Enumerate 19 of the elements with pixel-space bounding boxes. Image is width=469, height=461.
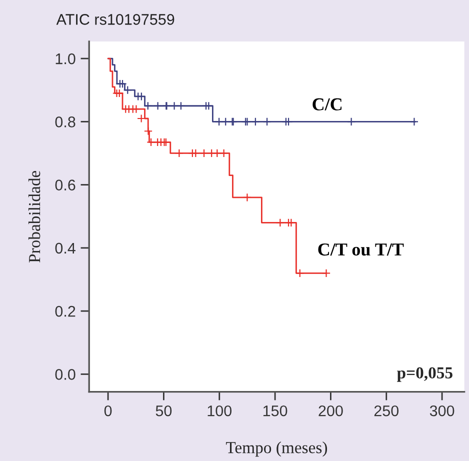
y-axis-title: Probabilidade [28, 170, 40, 262]
x-tick-label: 50 [156, 405, 172, 416]
x-tick-label: 250 [374, 405, 399, 416]
y-tick-label: 0.0 [55, 369, 76, 380]
y-tick-label: 1.0 [56, 53, 76, 64]
annotation: p=0,055 [397, 367, 452, 382]
series-label: C/C [312, 98, 342, 110]
y-tick-label: 0.8 [55, 116, 76, 128]
y-tick-label: 0.4 [55, 242, 76, 254]
x-axis-title: Tempo (meses) [226, 442, 327, 457]
y-tick-label: 0.2 [55, 306, 76, 317]
x-tick-label: 100 [208, 405, 232, 416]
x-tick-label: 150 [263, 405, 288, 416]
series-label: C/T ou T/T [318, 243, 404, 256]
y-tick-label: 0.6 [55, 180, 76, 190]
chart-title: ATIC rs10197559 [56, 14, 174, 25]
x-tick-label: 300 [430, 405, 454, 416]
x-tick-label: 200 [318, 405, 343, 416]
x-tick-label: 0 [104, 405, 112, 416]
